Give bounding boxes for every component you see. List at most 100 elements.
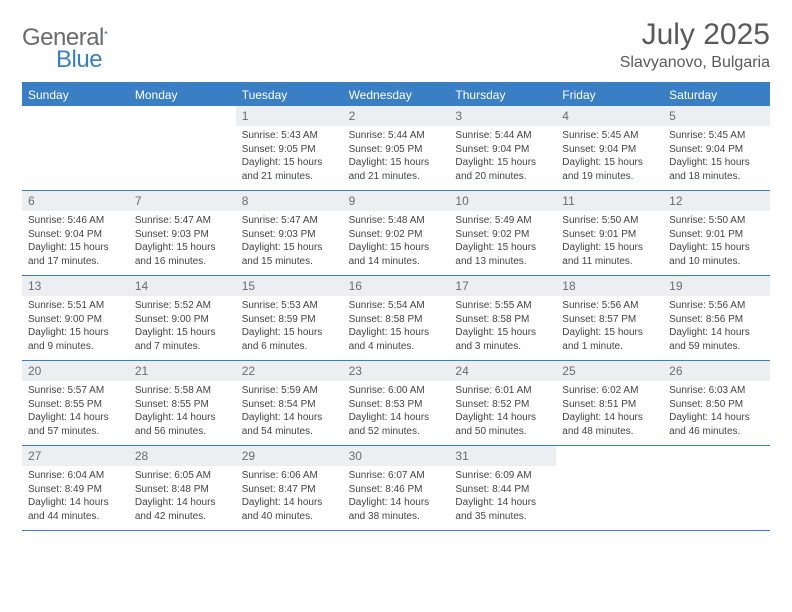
sunset-line: Sunset: 9:04 PM	[28, 228, 123, 242]
day-body: Sunrise: 6:06 AMSunset: 8:47 PMDaylight:…	[236, 466, 343, 529]
sunset-line: Sunset: 8:55 PM	[135, 398, 230, 412]
sunset-line: Sunset: 9:04 PM	[455, 143, 550, 157]
daylight-line: Daylight: 15 hours and 17 minutes.	[28, 241, 123, 268]
day-cell: 20Sunrise: 5:57 AMSunset: 8:55 PMDayligh…	[22, 361, 129, 445]
day-cell: 7Sunrise: 5:47 AMSunset: 9:03 PMDaylight…	[129, 191, 236, 275]
sunset-line: Sunset: 8:58 PM	[349, 313, 444, 327]
day-number: 30	[343, 446, 450, 466]
day-body: Sunrise: 6:03 AMSunset: 8:50 PMDaylight:…	[663, 381, 770, 444]
sunset-line: Sunset: 9:03 PM	[135, 228, 230, 242]
sunrise-line: Sunrise: 5:52 AM	[135, 299, 230, 313]
daylight-line: Daylight: 14 hours and 57 minutes.	[28, 411, 123, 438]
day-number: 27	[22, 446, 129, 466]
day-body: Sunrise: 6:09 AMSunset: 8:44 PMDaylight:…	[449, 466, 556, 529]
daylight-line: Daylight: 15 hours and 21 minutes.	[242, 156, 337, 183]
sunset-line: Sunset: 8:56 PM	[669, 313, 764, 327]
day-number: 20	[22, 361, 129, 381]
day-cell: 12Sunrise: 5:50 AMSunset: 9:01 PMDayligh…	[663, 191, 770, 275]
sunrise-line: Sunrise: 6:05 AM	[135, 469, 230, 483]
day-cell: 30Sunrise: 6:07 AMSunset: 8:46 PMDayligh…	[343, 446, 450, 530]
sunrise-line: Sunrise: 6:09 AM	[455, 469, 550, 483]
sunset-line: Sunset: 8:59 PM	[242, 313, 337, 327]
sunrise-line: Sunrise: 5:51 AM	[28, 299, 123, 313]
day-number: 6	[22, 191, 129, 211]
day-cell: 3Sunrise: 5:44 AMSunset: 9:04 PMDaylight…	[449, 106, 556, 190]
day-cell: 16Sunrise: 5:54 AMSunset: 8:58 PMDayligh…	[343, 276, 450, 360]
day-cell-empty	[556, 446, 663, 530]
day-number: 29	[236, 446, 343, 466]
daylight-line: Daylight: 14 hours and 52 minutes.	[349, 411, 444, 438]
sunrise-line: Sunrise: 6:06 AM	[242, 469, 337, 483]
day-number: 15	[236, 276, 343, 296]
logo-sail-icon	[104, 23, 108, 41]
day-cell: 13Sunrise: 5:51 AMSunset: 9:00 PMDayligh…	[22, 276, 129, 360]
daylight-line: Daylight: 15 hours and 6 minutes.	[242, 326, 337, 353]
sunset-line: Sunset: 9:04 PM	[669, 143, 764, 157]
weekday-header-tuesday: Tuesday	[236, 84, 343, 106]
day-body: Sunrise: 5:47 AMSunset: 9:03 PMDaylight:…	[129, 211, 236, 274]
day-number: 17	[449, 276, 556, 296]
day-cell: 14Sunrise: 5:52 AMSunset: 9:00 PMDayligh…	[129, 276, 236, 360]
day-cell: 19Sunrise: 5:56 AMSunset: 8:56 PMDayligh…	[663, 276, 770, 360]
day-body: Sunrise: 5:59 AMSunset: 8:54 PMDaylight:…	[236, 381, 343, 444]
day-cell: 5Sunrise: 5:45 AMSunset: 9:04 PMDaylight…	[663, 106, 770, 190]
day-number: 21	[129, 361, 236, 381]
day-body: Sunrise: 5:45 AMSunset: 9:04 PMDaylight:…	[556, 126, 663, 189]
day-body: Sunrise: 6:05 AMSunset: 8:48 PMDaylight:…	[129, 466, 236, 529]
day-cell-empty	[129, 106, 236, 190]
sunset-line: Sunset: 9:00 PM	[28, 313, 123, 327]
day-cell: 10Sunrise: 5:49 AMSunset: 9:02 PMDayligh…	[449, 191, 556, 275]
daylight-line: Daylight: 14 hours and 42 minutes.	[135, 496, 230, 523]
day-cell: 22Sunrise: 5:59 AMSunset: 8:54 PMDayligh…	[236, 361, 343, 445]
logo-text-blue: Blue	[56, 46, 102, 73]
sunrise-line: Sunrise: 6:04 AM	[28, 469, 123, 483]
day-body: Sunrise: 5:51 AMSunset: 9:00 PMDaylight:…	[22, 296, 129, 359]
day-body: Sunrise: 5:55 AMSunset: 8:58 PMDaylight:…	[449, 296, 556, 359]
day-number: 2	[343, 106, 450, 126]
day-body: Sunrise: 5:54 AMSunset: 8:58 PMDaylight:…	[343, 296, 450, 359]
daylight-line: Daylight: 15 hours and 16 minutes.	[135, 241, 230, 268]
sunset-line: Sunset: 8:54 PM	[242, 398, 337, 412]
weekday-header-monday: Monday	[129, 84, 236, 106]
sunrise-line: Sunrise: 5:49 AM	[455, 214, 550, 228]
daylight-line: Daylight: 15 hours and 3 minutes.	[455, 326, 550, 353]
sunset-line: Sunset: 9:04 PM	[562, 143, 657, 157]
day-number: 3	[449, 106, 556, 126]
day-body: Sunrise: 5:46 AMSunset: 9:04 PMDaylight:…	[22, 211, 129, 274]
day-cell: 27Sunrise: 6:04 AMSunset: 8:49 PMDayligh…	[22, 446, 129, 530]
day-cell: 23Sunrise: 6:00 AMSunset: 8:53 PMDayligh…	[343, 361, 450, 445]
day-cell: 6Sunrise: 5:46 AMSunset: 9:04 PMDaylight…	[22, 191, 129, 275]
sunset-line: Sunset: 8:50 PM	[669, 398, 764, 412]
daylight-line: Daylight: 15 hours and 4 minutes.	[349, 326, 444, 353]
day-number: 9	[343, 191, 450, 211]
sunset-line: Sunset: 8:46 PM	[349, 483, 444, 497]
day-cell: 4Sunrise: 5:45 AMSunset: 9:04 PMDaylight…	[556, 106, 663, 190]
day-number: 7	[129, 191, 236, 211]
sunset-line: Sunset: 9:02 PM	[349, 228, 444, 242]
day-number: 26	[663, 361, 770, 381]
daylight-line: Daylight: 14 hours and 44 minutes.	[28, 496, 123, 523]
day-number: 22	[236, 361, 343, 381]
day-number: 24	[449, 361, 556, 381]
day-body: Sunrise: 5:43 AMSunset: 9:05 PMDaylight:…	[236, 126, 343, 189]
day-body: Sunrise: 6:00 AMSunset: 8:53 PMDaylight:…	[343, 381, 450, 444]
day-number: 19	[663, 276, 770, 296]
day-body: Sunrise: 5:49 AMSunset: 9:02 PMDaylight:…	[449, 211, 556, 274]
daylight-line: Daylight: 15 hours and 20 minutes.	[455, 156, 550, 183]
day-number: 10	[449, 191, 556, 211]
day-number: 5	[663, 106, 770, 126]
week-row: 6Sunrise: 5:46 AMSunset: 9:04 PMDaylight…	[22, 191, 770, 276]
page: General July 2025 Slavyanovo, Bulgaria B…	[0, 0, 792, 549]
sunrise-line: Sunrise: 6:07 AM	[349, 469, 444, 483]
day-body: Sunrise: 5:52 AMSunset: 9:00 PMDaylight:…	[129, 296, 236, 359]
sunset-line: Sunset: 9:01 PM	[562, 228, 657, 242]
daylight-line: Daylight: 15 hours and 10 minutes.	[669, 241, 764, 268]
day-cell: 31Sunrise: 6:09 AMSunset: 8:44 PMDayligh…	[449, 446, 556, 530]
day-body: Sunrise: 5:44 AMSunset: 9:04 PMDaylight:…	[449, 126, 556, 189]
daylight-line: Daylight: 15 hours and 15 minutes.	[242, 241, 337, 268]
sunrise-line: Sunrise: 5:58 AM	[135, 384, 230, 398]
sunrise-line: Sunrise: 5:44 AM	[455, 129, 550, 143]
day-cell: 9Sunrise: 5:48 AMSunset: 9:02 PMDaylight…	[343, 191, 450, 275]
sunset-line: Sunset: 8:47 PM	[242, 483, 337, 497]
weeks-container: 1Sunrise: 5:43 AMSunset: 9:05 PMDaylight…	[22, 106, 770, 531]
